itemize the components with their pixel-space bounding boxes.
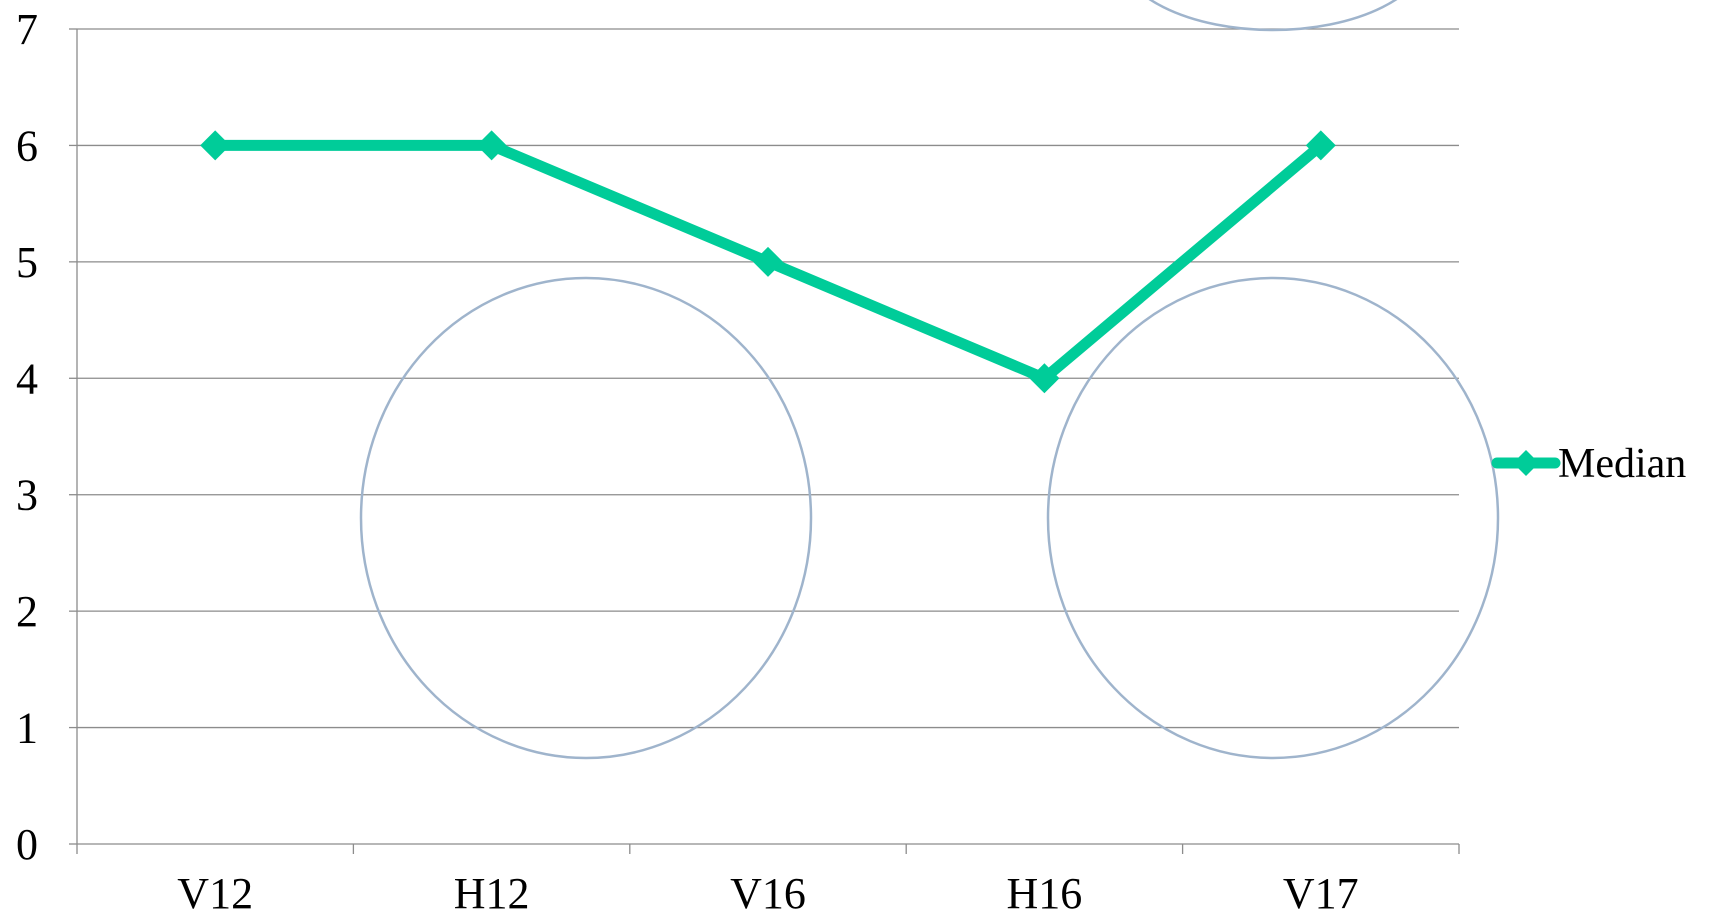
- y-tick-label-0: 0: [16, 820, 38, 869]
- data-point-V17: [1305, 130, 1336, 161]
- y-tick-label-3: 3: [16, 471, 38, 520]
- x-tick-label-V16: V16: [730, 869, 806, 917]
- data-point-V12: [200, 130, 231, 161]
- y-tick-label-5: 5: [16, 238, 38, 287]
- y-tick-label-2: 2: [16, 587, 38, 636]
- x-tick-label-H16: H16: [1007, 869, 1083, 917]
- y-tick-label-4: 4: [16, 354, 38, 403]
- y-tick-label-7: 7: [16, 5, 38, 54]
- series-median: [200, 130, 1336, 394]
- x-tick-label-V12: V12: [177, 869, 253, 917]
- data-point-H12: [476, 130, 507, 161]
- x-tick-label-H12: H12: [454, 869, 530, 917]
- legend-label-median: Median: [1558, 441, 1686, 487]
- decorative-circle-right: [1046, 276, 1500, 760]
- decorative-circle-top: [1148, 0, 1398, 32]
- legend: Median: [1491, 441, 1686, 487]
- data-point-H16: [1029, 363, 1060, 394]
- legend-marker-median: [1513, 450, 1539, 476]
- decorative-circle-left: [359, 276, 813, 760]
- y-tick-label-1: 1: [16, 704, 38, 753]
- data-point-V16: [753, 246, 783, 277]
- y-tick-label-6: 6: [16, 121, 38, 170]
- y-tick-labels: 0 1 2 3 4 5 6 7: [16, 5, 38, 869]
- decorative-circles: [359, 0, 1500, 760]
- axes: [69, 28, 1460, 854]
- x-tick-label-V17: V17: [1283, 869, 1359, 917]
- x-tick-labels: V12 H12 V16 H16 V17: [177, 869, 1358, 917]
